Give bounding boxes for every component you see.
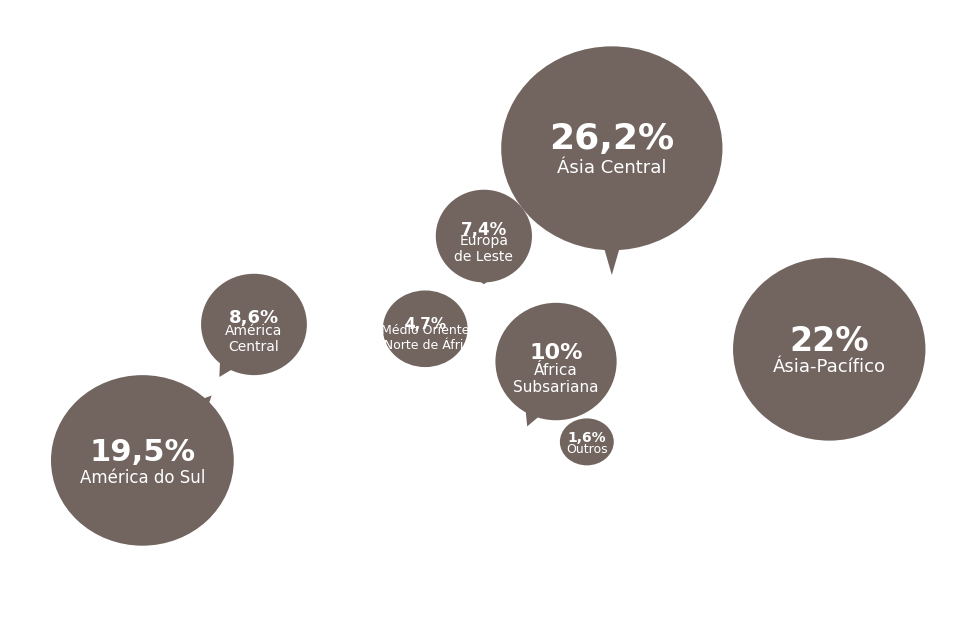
Ellipse shape [732, 258, 924, 441]
Text: Médio Oriente
e Norte de África: Médio Oriente e Norte de África [372, 324, 478, 352]
Text: 7,4%: 7,4% [460, 221, 506, 239]
Polygon shape [747, 342, 759, 357]
Text: Europa
de Leste: Europa de Leste [454, 234, 513, 264]
Text: América do Sul: América do Sul [80, 469, 205, 487]
Text: África
Subsariana: África Subsariana [513, 363, 598, 396]
Text: América
Central: América Central [225, 324, 283, 354]
Ellipse shape [495, 303, 616, 420]
Text: Ásia-Pacífico: Ásia-Pacífico [772, 358, 885, 376]
Polygon shape [219, 357, 239, 377]
Ellipse shape [501, 46, 722, 250]
Text: Outros: Outros [565, 443, 607, 457]
Ellipse shape [559, 418, 613, 465]
Polygon shape [600, 235, 623, 275]
Ellipse shape [382, 290, 467, 367]
Polygon shape [525, 404, 546, 426]
Ellipse shape [435, 190, 531, 282]
Polygon shape [472, 276, 495, 284]
Polygon shape [188, 396, 211, 414]
Ellipse shape [51, 375, 234, 546]
Text: 1,6%: 1,6% [567, 431, 605, 445]
Text: 8,6%: 8,6% [229, 309, 279, 327]
Text: 4,7%: 4,7% [404, 317, 446, 332]
Text: 26,2%: 26,2% [549, 122, 674, 156]
Text: 10%: 10% [529, 344, 582, 363]
Text: 19,5%: 19,5% [89, 438, 195, 467]
Text: 22%: 22% [789, 324, 868, 357]
Text: Ásia Central: Ásia Central [556, 159, 666, 177]
Ellipse shape [201, 274, 307, 375]
